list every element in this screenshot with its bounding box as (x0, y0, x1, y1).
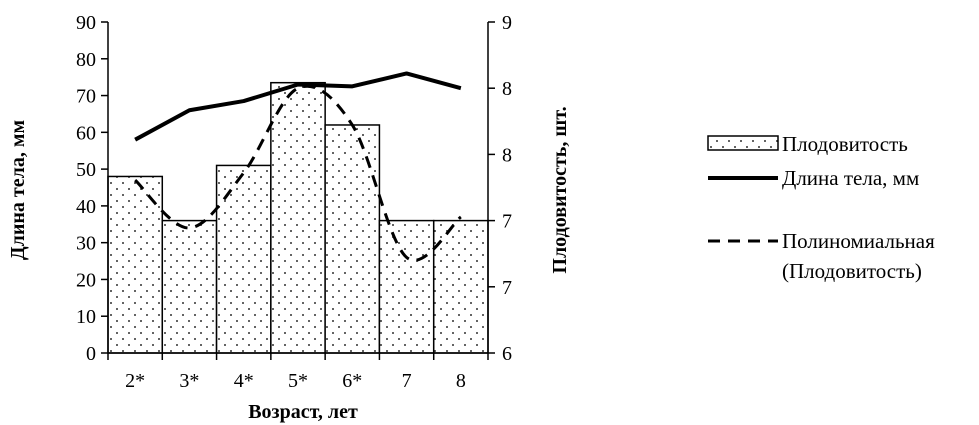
x-tick-label: 7 (402, 370, 412, 392)
x-axis-title: Возраст, лет (248, 401, 358, 423)
series-trendline-fecundity (134, 84, 462, 262)
y-left-tick-label: 50 (76, 159, 96, 181)
legend: Плодовитость Длина тела, мм Полиномиальная… (707, 132, 935, 283)
x-tick-label: 3* (179, 370, 199, 392)
bar-3* (161, 219, 218, 354)
legend-label-fecundity: Плодовитость (782, 132, 908, 156)
x-tick-label: 6* (342, 370, 362, 392)
y-left-tick-label: 30 (76, 233, 96, 255)
y-left-axis-title: Длина тела, мм (7, 120, 29, 260)
y-right-axis-title: Плодовитость, шт. (549, 106, 571, 273)
y-right-tick-label: 7 (502, 277, 512, 299)
bars-layer (107, 81, 489, 354)
legend-label-trendline-line2: (Плодовитость) (782, 259, 922, 283)
y-left-tick-label: 60 (76, 122, 96, 144)
y-left-tick-label: 90 (76, 12, 96, 34)
y-left-tick-label: 40 (76, 196, 96, 218)
bar-6* (324, 124, 381, 354)
legend-label-body-length: Длина тела, мм (782, 166, 919, 190)
bar-5* (270, 81, 326, 354)
x-tick-label: 5* (288, 370, 308, 392)
y-left-tick-label: 80 (76, 49, 96, 71)
x-tick-label: 4* (234, 370, 254, 392)
legend-label-trendline: Полиномиальная (782, 229, 935, 253)
lines-layer (134, 71, 462, 262)
y-right-tick-label: 8 (502, 78, 512, 100)
y-right-tick-label: 6 (502, 343, 512, 365)
y-left-tick-label: 0 (86, 343, 96, 365)
x-tick-label: 8 (456, 370, 466, 392)
y-left-tick-label: 70 (76, 86, 96, 108)
bar-2* (107, 175, 164, 354)
bar-4* (215, 164, 272, 354)
x-tick-label: 2* (125, 370, 145, 392)
y-right-tick-label: 9 (502, 12, 512, 34)
bar-7 (378, 219, 435, 354)
y-left-tick-label: 10 (76, 306, 96, 328)
y-right-tick-label: 8 (502, 144, 512, 166)
y-left-tick-label: 20 (76, 269, 96, 291)
labels-layer: 0 10 20 30 40 50 60 70 80 90 6 7 7 8 8 9 2* 3* 4* 5* 6* 7 8 Воз… (7, 12, 571, 423)
bar-8 (432, 219, 489, 354)
series-line-body-length (134, 71, 462, 142)
y-right-tick-label: 7 (502, 211, 512, 233)
axes-layer (101, 21, 495, 360)
legend-swatch-fecundity (707, 135, 779, 151)
